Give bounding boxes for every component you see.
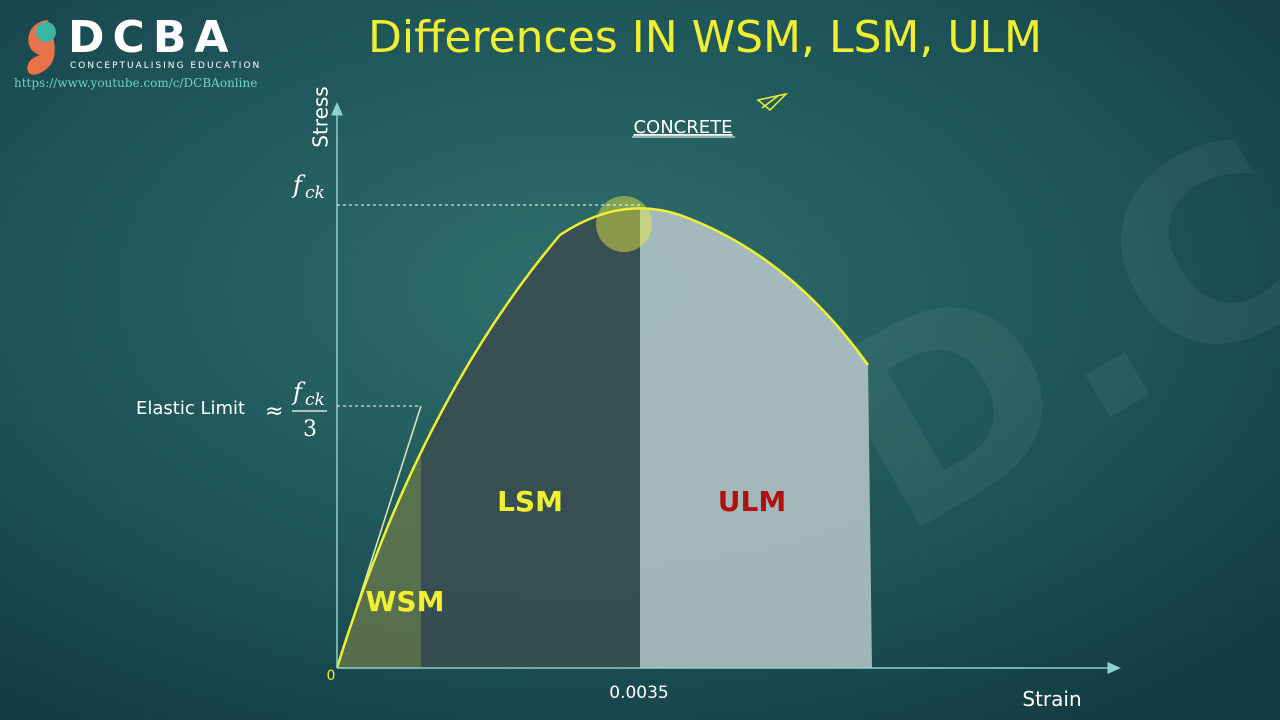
y-axis-label: Stress [309,86,333,147]
logo-icon-dot [36,22,56,42]
fck-subscript: ck [305,183,325,203]
lsm-label: LSM [497,485,563,518]
elastic-limit-label: Elastic Limit [136,398,245,419]
strain-mark-label: 0.0035 [609,683,668,703]
elastic-fck-subscript: ck [305,390,325,410]
title: Differences IN WSM, LSM, ULM [368,12,1042,63]
pointer-highlight [596,196,652,252]
origin-label: 0 [327,668,336,684]
approx-sign: ≈ [265,399,283,424]
stress-strain-curve [335,207,870,669]
logo-tagline: CONCEPTUALISING EDUCATION [70,61,261,71]
subject-label: CONCRETE [633,117,732,138]
logo-text: DCBA [68,12,236,63]
x-axis-label: Strain [1022,687,1081,711]
annotation-scribble [756,92,789,112]
channel-url: https://www.youtube.com/c/DCBAonline [14,76,257,90]
ulm-label: ULM [718,485,786,518]
wsm-label: WSM [366,585,445,618]
fraction-denominator: 3 [303,417,317,442]
